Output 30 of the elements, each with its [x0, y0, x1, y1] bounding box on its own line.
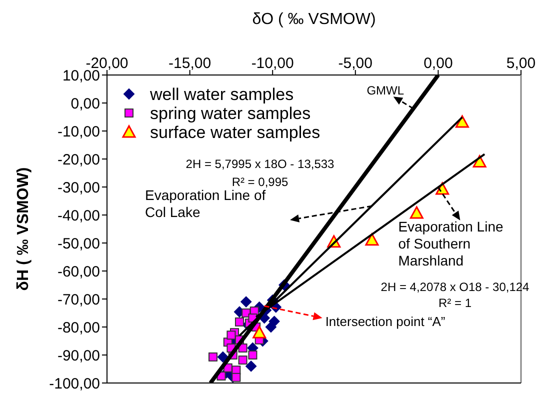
y-tick-label: 10,00 — [62, 67, 100, 84]
y-tick-label: -10,00 — [57, 123, 100, 140]
annotation: R² = 0,995 — [232, 175, 289, 189]
annotation: 2H = 5,7995 x 18O - 13,533 — [186, 157, 335, 171]
annotation: 2H = 4,2078 x O18 - 30,124 — [380, 280, 530, 294]
x-tick-label: -10,00 — [251, 55, 294, 72]
y-tick-label: -30,00 — [57, 179, 100, 196]
x-tick-label: -5,00 — [338, 55, 372, 72]
annotation: GMWL — [366, 84, 404, 98]
y-tick-label: -50,00 — [57, 235, 100, 252]
y-tick-label: -90,00 — [57, 347, 100, 364]
legend-label: surface water samples — [150, 123, 320, 142]
legend-label: well water samples — [149, 85, 294, 104]
y-tick-label: -60,00 — [57, 263, 100, 280]
annotation: Intersection point “A” — [325, 314, 446, 329]
y-axis-title: δH ( ‰ VSMOW) — [15, 167, 32, 291]
legend-label: spring water samples — [150, 104, 311, 123]
annotation: R² = 1 — [438, 296, 472, 310]
y-tick-label: -40,00 — [57, 207, 100, 224]
x-tick-label: 0,00 — [424, 55, 453, 72]
y-tick-label: -100,00 — [49, 375, 100, 392]
x-axis-title: δO ( ‰ VSMOW) — [252, 11, 376, 28]
annotation: Evaporation Line of Southern Marshland — [398, 218, 504, 268]
x-tick-label: -15,00 — [168, 55, 212, 72]
y-tick-label: 0,00 — [70, 95, 100, 112]
y-tick-label: -70,00 — [57, 291, 100, 308]
x-tick-label: 5,00 — [506, 55, 536, 72]
annotation: Evaporation Line of Col Lake — [145, 187, 266, 220]
y-tick-label: -80,00 — [57, 319, 100, 336]
y-tick-label: -20,00 — [57, 151, 100, 168]
